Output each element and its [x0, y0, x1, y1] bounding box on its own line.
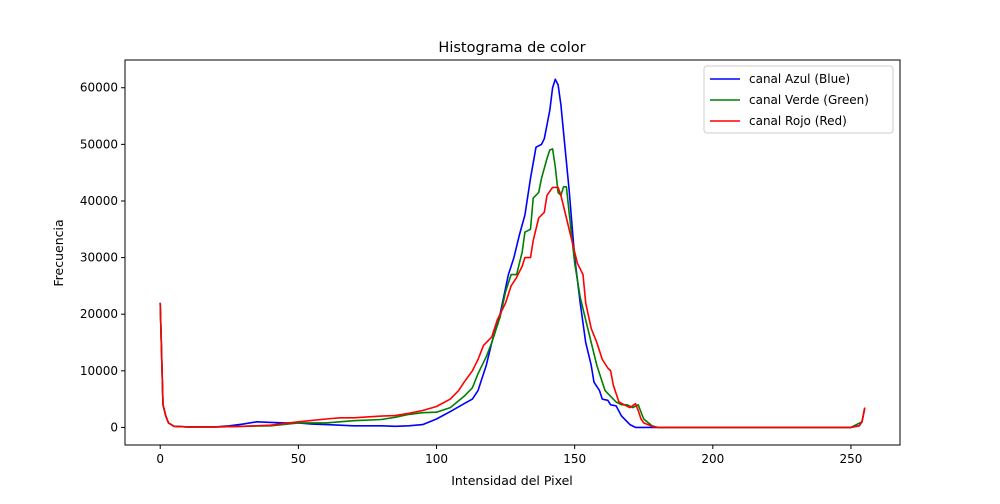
y-tick-label: 0: [110, 420, 118, 434]
y-tick-label: 60000: [80, 81, 118, 95]
x-tick-label: 200: [701, 452, 724, 466]
x-tick-label: 250: [840, 452, 863, 466]
legend-label: canal Verde (Green): [749, 93, 869, 107]
legend-box: [703, 65, 894, 134]
x-tick-label: 150: [563, 452, 586, 466]
series-line-2: [159, 186, 866, 429]
x-tick-label: 100: [425, 452, 448, 466]
y-tick-label: 40000: [80, 194, 118, 208]
chart-title: Histograma de color: [438, 40, 585, 56]
legend-label: canal Azul (Blue): [749, 72, 850, 86]
series-line-1: [159, 148, 866, 429]
y-tick-label: 50000: [80, 137, 118, 151]
x-tick-label: 0: [156, 452, 164, 466]
plot-frame: [124, 59, 901, 446]
legend-label: canal Rojo (Red): [749, 114, 847, 128]
series-line-0: [159, 78, 866, 429]
y-tick-label: 30000: [80, 251, 118, 265]
x-tick-label: 50: [291, 452, 306, 466]
y-axis-label: Frecuencia: [51, 219, 66, 286]
y-tick-label: 20000: [80, 307, 118, 321]
legend: canal Azul (Blue) canal Verde (Green) cana…: [703, 65, 894, 134]
y-tick-label: 10000: [80, 364, 118, 378]
x-axis-label: Intensidad del Pixel: [451, 473, 573, 488]
